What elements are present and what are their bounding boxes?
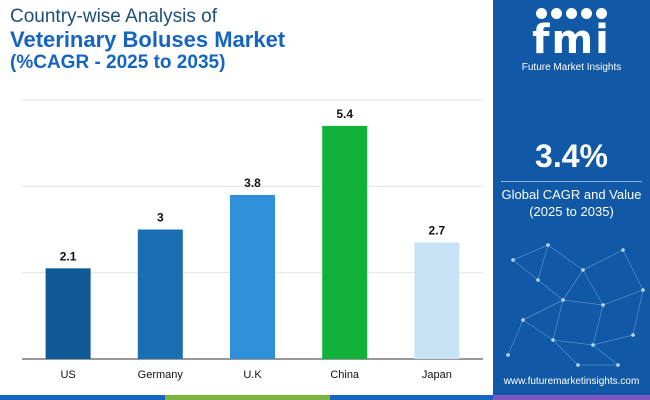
x-tick-label: Japan xyxy=(422,369,452,381)
network-edge xyxy=(507,319,524,356)
chart-title: Country-wise Analysis of Veterinary Bolu… xyxy=(10,6,285,74)
divider xyxy=(501,181,642,182)
network-edge xyxy=(552,339,594,346)
gear-icon xyxy=(596,8,607,19)
person-icon xyxy=(581,8,592,19)
network-edge xyxy=(622,249,644,291)
data-label: 3 xyxy=(157,211,164,225)
data-label: 2.1 xyxy=(60,249,77,263)
brand-name: Future Market Insights xyxy=(521,62,622,73)
side-panel: fmi Future Market Insights 3.4% Global C… xyxy=(493,0,650,400)
network-edge xyxy=(552,299,564,341)
network-node xyxy=(511,258,515,262)
title-line-3: (%CAGR - 2025 to 2035) xyxy=(10,52,226,73)
network-node xyxy=(581,268,585,272)
network-edge xyxy=(512,244,549,261)
network-edge xyxy=(592,344,619,366)
network-edge xyxy=(547,244,584,271)
footer-segment xyxy=(0,395,165,400)
network-edge xyxy=(537,279,564,301)
network-edge xyxy=(562,299,604,306)
flask-icon xyxy=(566,8,577,19)
network-edge xyxy=(582,269,604,306)
network-edge xyxy=(632,289,644,336)
title-line-2: Veterinary Boluses Market xyxy=(10,27,286,52)
network-node xyxy=(631,333,635,337)
title-line-1: Country-wise Analysis of xyxy=(10,6,217,27)
network-edge xyxy=(522,319,554,341)
network-node xyxy=(506,353,510,357)
logo-icons xyxy=(493,6,650,20)
bar-germany xyxy=(137,229,183,359)
bar-us xyxy=(45,268,91,359)
network-node xyxy=(551,338,555,342)
network-edge xyxy=(582,249,624,271)
network-edge xyxy=(512,259,539,281)
footer-segment xyxy=(165,395,330,400)
data-label: 3.8 xyxy=(244,176,261,190)
x-tick-label: US xyxy=(60,369,75,381)
network-node xyxy=(621,248,625,252)
network-edge xyxy=(537,244,549,281)
network-node xyxy=(561,298,565,302)
network-node xyxy=(591,343,595,347)
bar-china xyxy=(322,125,368,360)
animal-icon xyxy=(536,8,547,19)
network-node xyxy=(616,363,620,367)
network-node xyxy=(641,288,645,292)
fmi-logo: fmi Future Market Insights xyxy=(493,6,650,73)
network-edge xyxy=(562,269,584,301)
bar-japan xyxy=(414,242,460,359)
x-tick-label: Germany xyxy=(138,369,184,381)
footer-segment xyxy=(330,395,493,400)
global-cagr-value: 3.4% xyxy=(535,138,608,174)
cagr-label-line-2: (2025 to 2035) xyxy=(529,204,614,219)
website-link[interactable]: www.futuremarketinsights.com xyxy=(503,376,640,387)
network-node xyxy=(536,278,540,282)
network-edge xyxy=(592,304,604,346)
network-graphic xyxy=(506,243,645,367)
network-edge xyxy=(592,334,634,346)
network-node xyxy=(521,318,525,322)
cagr-label-line-1: Global CAGR and Value xyxy=(501,187,642,202)
data-label: 2.7 xyxy=(429,223,446,237)
bar-chart: 2.1 US 3 Germany 3.8 U.K 5.4 China 2.7 Japan xyxy=(22,99,483,381)
x-tick-label: U.K xyxy=(243,369,262,381)
bar-u-k xyxy=(230,194,275,359)
global-cagr-label: Global CAGR and Value (2025 to 2035) xyxy=(493,186,650,220)
leaf-icon xyxy=(551,8,562,19)
network-node xyxy=(576,363,580,367)
data-label: 5.4 xyxy=(336,107,353,121)
network-edge xyxy=(522,299,564,321)
network-edge xyxy=(552,339,579,366)
network-edge xyxy=(602,289,644,306)
footer-segment xyxy=(493,395,650,400)
logo-mark: fmi xyxy=(532,17,611,63)
x-tick-label: China xyxy=(330,369,360,381)
network-node xyxy=(546,243,550,247)
network-node xyxy=(601,303,605,307)
